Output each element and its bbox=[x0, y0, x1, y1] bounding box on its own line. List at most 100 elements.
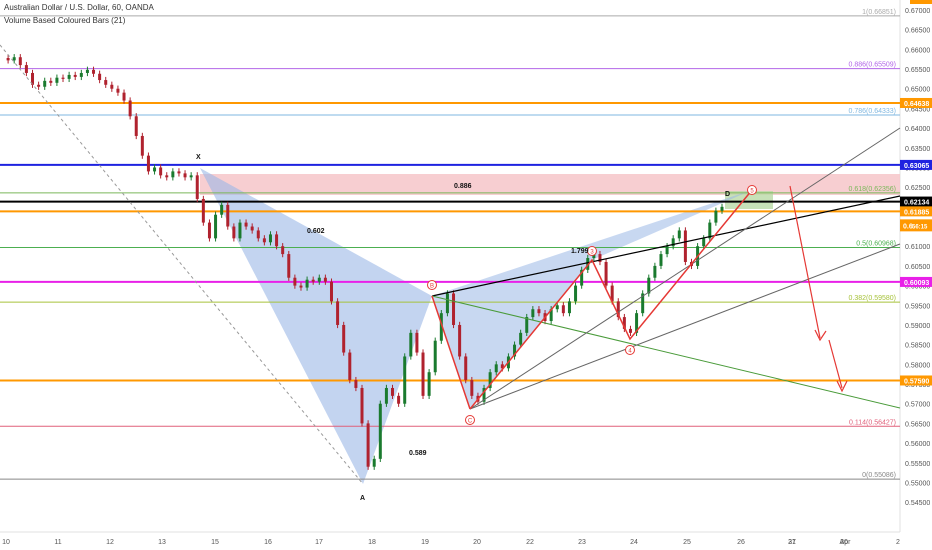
candle-body bbox=[580, 269, 584, 286]
countdown-text: 56:15 bbox=[912, 224, 928, 230]
candle-body bbox=[452, 293, 456, 325]
wave-point-marker bbox=[587, 246, 597, 256]
price-badge-text-5: 0.57590 bbox=[904, 378, 929, 385]
y-tick-label: 0.57500 bbox=[905, 382, 930, 389]
candle-body bbox=[555, 305, 559, 310]
candle-body bbox=[85, 69, 89, 73]
candle-body bbox=[586, 258, 590, 270]
candle-body bbox=[610, 285, 614, 302]
fib-label-7: 0(0.55086) bbox=[862, 472, 896, 479]
y-tick-label: 0.66000 bbox=[905, 47, 930, 54]
candle-body bbox=[134, 116, 138, 136]
y-tick-label: 0.56500 bbox=[905, 421, 930, 428]
candle-body bbox=[439, 313, 443, 341]
projection-arrowhead-1 bbox=[814, 329, 827, 342]
candle-body bbox=[494, 364, 498, 373]
candle-body bbox=[714, 210, 718, 223]
x-tick-label: 17 bbox=[315, 539, 323, 546]
candle-body bbox=[299, 285, 303, 288]
price-badge-0 bbox=[900, 97, 932, 108]
candle-body bbox=[183, 173, 187, 178]
price-badge-5 bbox=[900, 375, 932, 386]
x-tick-label: 12 bbox=[106, 539, 114, 546]
candle-body bbox=[195, 175, 199, 199]
candle-body bbox=[641, 293, 645, 314]
candle-body bbox=[433, 340, 437, 373]
fib-label-6: 0.114(0.56427) bbox=[849, 419, 896, 426]
candle-body bbox=[513, 344, 517, 357]
candle-body bbox=[226, 204, 230, 227]
candle-body bbox=[598, 254, 602, 262]
last-price-text: 0.6 bbox=[903, 223, 913, 230]
candle-body bbox=[122, 92, 126, 101]
candle-body bbox=[348, 352, 352, 381]
candle-body bbox=[177, 171, 181, 174]
indicator-label: Volume Based Coloured Bars (21) bbox=[4, 16, 126, 25]
candle-body bbox=[470, 380, 474, 396]
candle-body bbox=[628, 328, 632, 333]
candle-body bbox=[329, 281, 333, 302]
candle-body bbox=[531, 309, 535, 318]
candle-body bbox=[671, 238, 675, 247]
candle-body bbox=[336, 301, 340, 325]
xab-triangle bbox=[200, 168, 432, 484]
point-a-label: A bbox=[360, 495, 365, 502]
wave-point-label: C bbox=[468, 419, 473, 425]
candle-body bbox=[153, 167, 157, 172]
top-marker bbox=[910, 0, 932, 4]
y-tick-label: 0.64500 bbox=[905, 106, 930, 113]
fib-label-3: 0.618(0.62356) bbox=[849, 186, 896, 193]
candle-body bbox=[561, 305, 565, 314]
projection-arrowhead-2 bbox=[836, 380, 848, 393]
fib-label-4: 0.5(0.60968) bbox=[856, 240, 896, 247]
y-tick-label: 0.64000 bbox=[905, 126, 930, 133]
candle-body bbox=[49, 80, 53, 83]
point-d-label: D bbox=[725, 191, 730, 198]
candle-body bbox=[647, 277, 651, 294]
x-tick-label: 25 bbox=[683, 539, 691, 546]
ratio-xab: 0.602 bbox=[307, 228, 325, 235]
candle-body bbox=[464, 356, 468, 381]
candle-body bbox=[37, 84, 41, 87]
x-tick-label: 31 bbox=[788, 539, 796, 546]
candle-body bbox=[720, 206, 724, 211]
wave-point-label: 4 bbox=[628, 349, 632, 355]
wave-point-marker bbox=[625, 345, 635, 355]
ratio-ext: 1.799 bbox=[571, 248, 589, 255]
y-tick-label: 0.55500 bbox=[905, 461, 930, 468]
candle-body bbox=[171, 171, 175, 178]
y-tick-label: 0.60500 bbox=[905, 264, 930, 271]
candle-body bbox=[537, 309, 541, 314]
candle-body bbox=[708, 222, 712, 239]
candle-body bbox=[281, 246, 285, 255]
candle-body bbox=[287, 254, 291, 278]
candle-body bbox=[92, 69, 96, 74]
y-tick-label: 0.65000 bbox=[905, 87, 930, 94]
candle-body bbox=[256, 230, 260, 239]
candle-body bbox=[427, 372, 431, 396]
y-tick-label: 0.66500 bbox=[905, 28, 930, 35]
y-tick-label: 0.57000 bbox=[905, 402, 930, 409]
x-tick-label: Apr bbox=[840, 539, 852, 546]
price-badge-text-0: 0.64638 bbox=[904, 101, 929, 108]
price-badge-text-3: 0.61885 bbox=[904, 209, 929, 216]
x-tick-label: 20 bbox=[473, 539, 481, 546]
x-tick-label: 2 bbox=[896, 539, 900, 546]
candle-body bbox=[549, 309, 553, 322]
candle-body bbox=[360, 387, 364, 424]
x-tick-label: 13 bbox=[158, 539, 166, 546]
candle-body bbox=[622, 317, 626, 329]
candle-body bbox=[293, 277, 297, 286]
price-badge-4 bbox=[900, 276, 932, 287]
candle-body bbox=[415, 332, 419, 353]
fib-label-2: 0.786(0.64333) bbox=[849, 108, 896, 115]
ratio-abc: 0.589 bbox=[409, 450, 427, 457]
candle-body bbox=[342, 324, 346, 353]
candle-body bbox=[378, 403, 382, 459]
wave-bc bbox=[431, 295, 471, 410]
wave-point-label: 3 bbox=[590, 250, 594, 256]
x-tick-label: 15 bbox=[211, 539, 219, 546]
projection-arrow-2 bbox=[828, 339, 843, 389]
candle-body bbox=[665, 246, 669, 255]
